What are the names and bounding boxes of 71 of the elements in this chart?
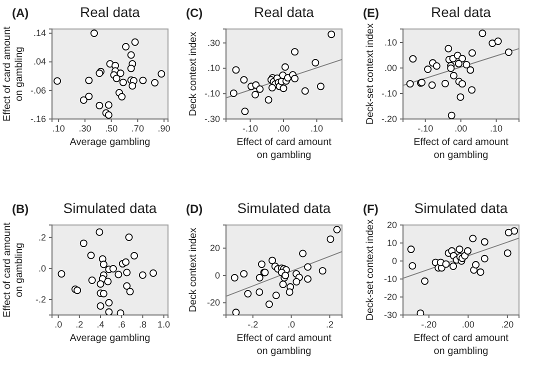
y-tick-label: .00 [384, 62, 397, 73]
chart-title: Real data [80, 4, 140, 20]
x-tick-label: .70 [131, 123, 144, 134]
y-tick-label: 0 [392, 256, 397, 266]
y-tick-label: .10 [207, 63, 220, 74]
x-tick-label: .0 [54, 319, 62, 330]
y-axis-title: Deck context index [188, 228, 199, 312]
x-tick-label: .2 [326, 319, 334, 330]
x-tick-label: .2 [76, 319, 84, 330]
chart-title: Simulated data [414, 200, 508, 216]
y-tick-label: 20 [386, 220, 397, 230]
y-tick-label: -.10 [204, 88, 220, 99]
y-axis-title: Deck context index [188, 32, 199, 116]
y-axis-title: Deck-set context index [365, 23, 376, 125]
x-tick-label: .30 [78, 123, 92, 134]
x-tick-label: -.20 [421, 319, 437, 330]
x-axis-title: Effect of card amount on gambling [236, 137, 332, 161]
y-tick-label: -20 [384, 292, 397, 302]
x-tick-label: .8 [138, 319, 146, 330]
x-axis-title: Effect of card amount on gambling [236, 333, 332, 357]
y-tick-label: -.10 [381, 88, 397, 98]
text: (D) [186, 202, 203, 216]
x-tick-label: .20 [501, 319, 514, 330]
chart-title: Simulated data [63, 200, 157, 216]
y-tick-label: -.16 [30, 114, 46, 124]
text: (F) [363, 202, 378, 216]
chart-title: Simulated data [237, 200, 331, 216]
x-tick-label: .10 [490, 123, 503, 134]
text: (C) [186, 6, 203, 20]
y-tick-label: -.06 [30, 85, 46, 96]
x-tick-label: .00 [454, 123, 468, 134]
y-tick-label: -.20 [381, 114, 397, 124]
x-tick-label: -.2 [248, 319, 258, 330]
x-tick-label: .00 [277, 123, 290, 134]
x-tick-label: -.10 [418, 123, 434, 134]
x-tick-label: .90 [158, 123, 170, 134]
text: (A) [12, 6, 29, 20]
y-tick-label: .10 [384, 37, 397, 48]
x-tick-label: .00 [462, 319, 474, 330]
y-tick-label: .14 [33, 28, 46, 38]
y-axis-title: Effect of card amount on gambling [2, 222, 25, 318]
y-tick-label: 20 [210, 243, 220, 254]
x-tick-label: .10 [52, 123, 65, 134]
chart-title: Real data [254, 4, 314, 20]
y-tick-label: 10 [386, 238, 397, 248]
y-tick-label: -30 [384, 310, 397, 320]
x-axis-title: Average gambling [70, 333, 150, 344]
y-tick-label: -.2 [35, 294, 46, 304]
y-tick-label: 0 [214, 270, 220, 280]
y-tick-label: -20 [206, 298, 220, 308]
x-tick-label: .50 [105, 123, 118, 134]
text: (E) [363, 6, 379, 20]
y-axis-title: Effect of card amount on gambling [2, 26, 25, 122]
x-tick-label: -.10 [242, 123, 258, 134]
chart-title: Real data [431, 4, 492, 20]
y-tick-label: .04 [33, 56, 46, 67]
x-tick-label: .0 [288, 319, 296, 330]
y-tick-label: -10 [384, 274, 397, 284]
x-axis-title: Average gambling [70, 137, 150, 148]
x-axis-title: Effect of card amount on gambling [414, 137, 509, 161]
x-axis-title: Effect of card amount on gambling [414, 333, 509, 357]
y-tick-label: -.30 [204, 114, 220, 124]
y-axis-title: Deck-set context index [365, 219, 376, 321]
x-tick-label: 1.0 [158, 319, 170, 330]
y-tick-label: .2 [38, 232, 46, 242]
x-tick-label: .4 [96, 319, 104, 330]
y-tick-label: .0 [38, 263, 46, 274]
y-tick-label: .30 [207, 38, 220, 48]
x-tick-label: .6 [118, 319, 126, 330]
text: (B) [12, 202, 29, 216]
x-tick-label: .10 [310, 123, 323, 134]
